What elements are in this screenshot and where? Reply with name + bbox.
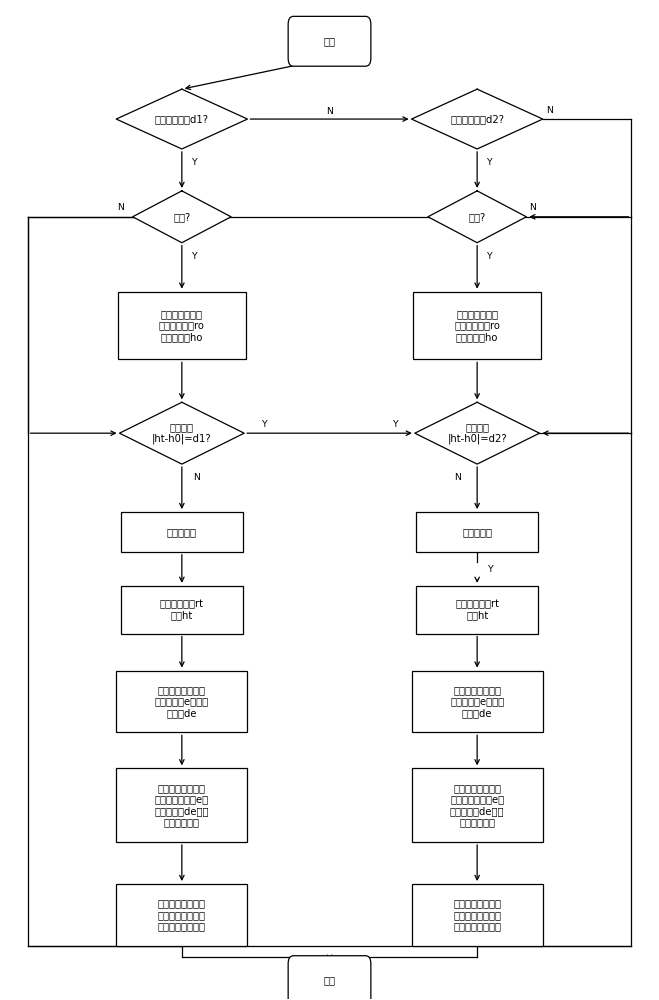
Bar: [416, 512, 538, 552]
Polygon shape: [119, 402, 244, 464]
Text: 高度变化
|ht-h0|=d1?: 高度变化 |ht-h0|=d1?: [152, 422, 212, 444]
Text: 计算当前幅度与初
始幅度误差e与误差
变化率de: 计算当前幅度与初 始幅度误差e与误差 变化率de: [155, 685, 209, 718]
Text: N: N: [117, 203, 125, 212]
Text: 根据模糊控制表查
询当前幅度误差e与
误差变化率de对应
伸臂电流大小: 根据模糊控制表查 询当前幅度误差e与 误差变化率de对应 伸臂电流大小: [155, 783, 209, 828]
Text: 确定?: 确定?: [469, 212, 486, 222]
Text: N: N: [546, 106, 553, 115]
Text: 记录上升距离参
数、初始幅度ro
、初始高度ho: 记录上升距离参 数、初始幅度ro 、初始高度ho: [159, 309, 205, 342]
Bar: [121, 586, 243, 634]
Text: Y: Y: [191, 252, 196, 261]
Text: 计算当前幅度rt
高度ht: 计算当前幅度rt 高度ht: [455, 599, 499, 620]
Text: 高度变化
|ht-h0|=d2?: 高度变化 |ht-h0|=d2?: [447, 422, 507, 444]
Bar: [411, 884, 543, 946]
Bar: [121, 512, 243, 552]
Text: 开始: 开始: [324, 36, 335, 46]
Bar: [116, 884, 248, 946]
Bar: [116, 671, 248, 732]
Text: N: N: [326, 107, 333, 116]
Text: 输入上升参数d1?: 输入上升参数d1?: [155, 114, 209, 124]
Text: Y: Y: [486, 252, 492, 261]
Text: Y: Y: [392, 420, 398, 429]
Polygon shape: [132, 191, 231, 243]
Bar: [118, 292, 246, 359]
Text: 根据电流增量输出
伸臂动态最大流量
值跟随幅度落运动: 根据电流增量输出 伸臂动态最大流量 值跟随幅度落运动: [453, 898, 501, 931]
Text: N: N: [529, 203, 536, 212]
Text: 梯架落动作: 梯架落动作: [462, 527, 492, 537]
Text: 根据模糊控制表查
询当前幅度误差e与
误差变化率de对应
伸臂电流大小: 根据模糊控制表查 询当前幅度误差e与 误差变化率de对应 伸臂电流大小: [450, 783, 504, 828]
Text: 记录上升距离参
数、初始幅度ro
、初始高度ho: 记录上升距离参 数、初始幅度ro 、初始高度ho: [454, 309, 500, 342]
Polygon shape: [428, 191, 527, 243]
Bar: [116, 768, 248, 842]
Polygon shape: [116, 89, 248, 149]
Text: N: N: [454, 473, 461, 482]
Text: 确定?: 确定?: [173, 212, 190, 222]
Text: 结束: 结束: [324, 976, 335, 986]
FancyBboxPatch shape: [288, 956, 371, 1000]
Bar: [411, 671, 543, 732]
Text: 输入上升参数d2?: 输入上升参数d2?: [450, 114, 504, 124]
Text: 计算当前幅度rt
高度ht: 计算当前幅度rt 高度ht: [160, 599, 204, 620]
Text: Y: Y: [261, 420, 267, 429]
Text: Y: Y: [191, 158, 196, 167]
Text: 梯架起动作: 梯架起动作: [167, 527, 197, 537]
Bar: [416, 586, 538, 634]
Polygon shape: [415, 402, 540, 464]
Text: 计算当前幅度与初
始幅度误差e与误差
变化率de: 计算当前幅度与初 始幅度误差e与误差 变化率de: [450, 685, 504, 718]
Text: 根据电流增量输出
伸臂动态最大流量
值跟随幅度起运动: 根据电流增量输出 伸臂动态最大流量 值跟随幅度起运动: [158, 898, 206, 931]
Text: Y: Y: [488, 565, 493, 574]
Text: Y: Y: [486, 158, 492, 167]
Bar: [413, 292, 541, 359]
FancyBboxPatch shape: [288, 16, 371, 66]
Bar: [411, 768, 543, 842]
Text: N: N: [193, 473, 200, 482]
Polygon shape: [411, 89, 543, 149]
